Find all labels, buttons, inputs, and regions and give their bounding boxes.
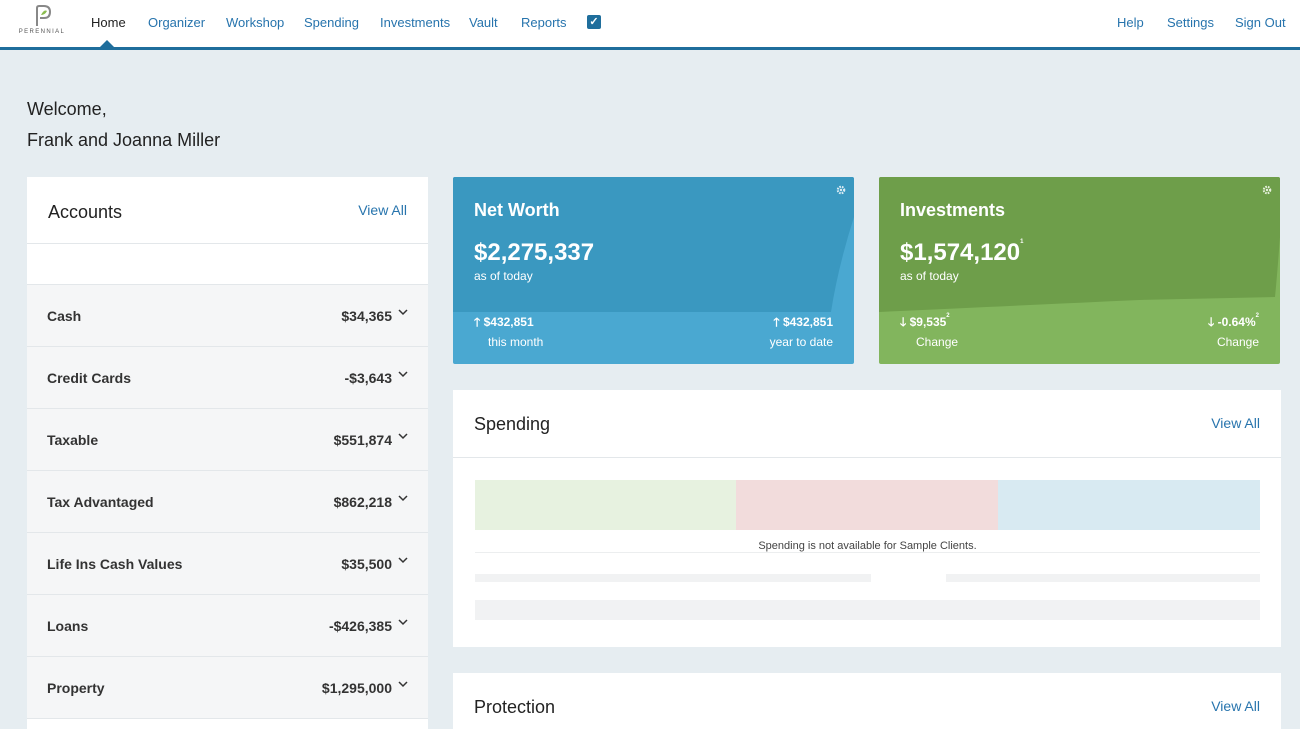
spending-placeholder-segment [736, 480, 998, 530]
welcome-line: Welcome, [27, 99, 107, 119]
top-nav: PERENNIAL Home Organizer Workshop Spendi… [0, 0, 1300, 50]
ytd-change-caption: year to date [769, 335, 833, 349]
account-value: -$426,385 [328, 618, 392, 634]
placeholder-bar [946, 574, 1260, 582]
accounts-header: Accounts View All [27, 177, 428, 244]
arrow-up-icon: 🡑 [773, 315, 780, 329]
protection-view-all-link[interactable]: View All [1211, 698, 1260, 714]
placeholder-bar [475, 600, 1260, 620]
account-value: -$3,643 [344, 370, 392, 386]
account-label: Tax Advantaged [47, 494, 154, 510]
placeholder-bar [475, 574, 871, 582]
amount-change-value: $9,535 [909, 315, 947, 329]
perennial-logo-icon [36, 5, 52, 26]
nav-reports[interactable]: Reports [521, 15, 567, 30]
investments-value-wrap: $1,574,1201 [900, 239, 1023, 267]
checkbox-checked-icon[interactable]: ✓ [587, 15, 601, 29]
net-worth-value: $2,275,337 [474, 239, 595, 266]
nav-vault[interactable]: Vault [469, 15, 498, 30]
gear-icon[interactable] [1262, 185, 1272, 195]
protection-title: Protection [474, 697, 556, 717]
nav-help[interactable]: Help [1117, 15, 1144, 30]
arrow-up-icon: 🡑 [474, 315, 481, 329]
perennial-logo[interactable]: PERENNIAL [12, 4, 72, 44]
nav-spending[interactable]: Spending [304, 15, 359, 30]
nav-investments[interactable]: Investments [380, 15, 451, 30]
spending-view-all-link[interactable]: View All [1211, 415, 1260, 431]
logo-text: PERENNIAL [18, 29, 66, 35]
spending-panel: Spending View All Spending is not availa… [453, 390, 1281, 647]
investments-value: $1,574,120 [900, 239, 1021, 266]
card-background-shape [879, 177, 1280, 312]
investments-percent-change: 🡓 -0.64%2 Change [1208, 313, 1259, 349]
accounts-panel: Accounts View All Cash $34,365 Credit Ca… [27, 177, 428, 729]
chevron-down-icon[interactable] [398, 307, 408, 317]
nav-sign-out[interactable]: Sign Out [1235, 15, 1286, 30]
nav-settings[interactable]: Settings [1167, 15, 1214, 30]
accounts-view-all-link[interactable]: View All [358, 202, 407, 218]
account-value: $862,218 [333, 494, 392, 510]
nav-organizer[interactable]: Organizer [148, 15, 206, 30]
active-nav-indicator [100, 40, 114, 47]
net-worth-ytd-change: 🡑 $432,851 year to date [770, 313, 833, 349]
card-background-shape [453, 177, 854, 312]
net-worth-month-change: 🡑 $432,851 this month [474, 313, 543, 349]
percent-change-caption: Change [1216, 335, 1259, 349]
chevron-down-icon[interactable] [398, 369, 408, 379]
client-name: Frank and Joanna Miller [27, 130, 221, 150]
accounts-title: Accounts [48, 202, 123, 222]
account-row-cash[interactable]: Cash $34,365 [27, 285, 428, 347]
account-label: Cash [47, 308, 82, 324]
footnote-marker: 1 [1020, 239, 1024, 245]
arrow-down-icon: 🡓 [1208, 315, 1215, 329]
account-label: Property [47, 680, 105, 696]
amount-change-caption: Change [916, 335, 959, 349]
account-label: Credit Cards [47, 370, 132, 386]
account-label: Life Ins Cash Values [47, 556, 183, 572]
chevron-down-icon[interactable] [398, 679, 408, 689]
account-label: Taxable [47, 432, 99, 448]
spending-placeholder-segment [998, 480, 1260, 530]
chevron-down-icon[interactable] [398, 431, 408, 441]
footnote-marker: 2 [1255, 313, 1259, 319]
account-row-tax-advantaged[interactable]: Tax Advantaged $862,218 [27, 471, 428, 533]
account-row-loans[interactable]: Loans -$426,385 [27, 595, 428, 657]
account-value: $1,295,000 [321, 680, 392, 696]
account-label: Loans [47, 618, 89, 634]
account-row-taxable[interactable]: Taxable $551,874 [27, 409, 428, 471]
gear-icon[interactable] [836, 185, 846, 195]
account-value: $34,365 [341, 308, 392, 324]
spending-unavailable-message: Spending is not available for Sample Cli… [758, 540, 977, 552]
net-worth-title: Net Worth [474, 200, 560, 220]
protection-panel: Protection View All [453, 673, 1281, 729]
investments-subtitle: as of today [900, 269, 959, 283]
footnote-marker: 2 [946, 313, 950, 319]
investments-amount-change: 🡓 $9,5352 Change [900, 313, 958, 349]
spending-placeholder-segment [475, 480, 736, 530]
account-value: $551,874 [333, 432, 392, 448]
nav-workshop[interactable]: Workshop [226, 15, 285, 30]
welcome-heading: Welcome, Frank and Joanna Miller [27, 94, 220, 156]
investments-card[interactable]: Investments $1,574,1201 as of today 🡓 $9… [879, 177, 1280, 364]
spending-header: Spending View All [453, 390, 1281, 458]
divider [475, 552, 1260, 553]
chevron-down-icon[interactable] [398, 617, 408, 627]
month-change-caption: this month [488, 335, 544, 349]
chevron-down-icon[interactable] [398, 493, 408, 503]
account-value: $35,500 [341, 556, 392, 572]
nav-home[interactable]: Home [91, 15, 126, 30]
net-worth-subtitle: as of today [474, 269, 533, 283]
spending-title: Spending [474, 414, 551, 434]
account-row-property[interactable]: Property $1,295,000 [27, 657, 428, 719]
accounts-spacer [27, 244, 428, 285]
account-row-life-ins-cash-values[interactable]: Life Ins Cash Values $35,500 [27, 533, 428, 595]
chevron-down-icon[interactable] [398, 555, 408, 565]
investments-title: Investments [900, 200, 1006, 220]
ytd-change-value: $432,851 [782, 315, 833, 329]
arrow-down-icon: 🡓 [900, 315, 907, 329]
percent-change-value: -0.64% [1217, 315, 1256, 329]
net-worth-card[interactable]: Net Worth $2,275,337 as of today 🡑 $432,… [453, 177, 854, 364]
month-change-value: $432,851 [483, 315, 534, 329]
account-row-credit-cards[interactable]: Credit Cards -$3,643 [27, 347, 428, 409]
